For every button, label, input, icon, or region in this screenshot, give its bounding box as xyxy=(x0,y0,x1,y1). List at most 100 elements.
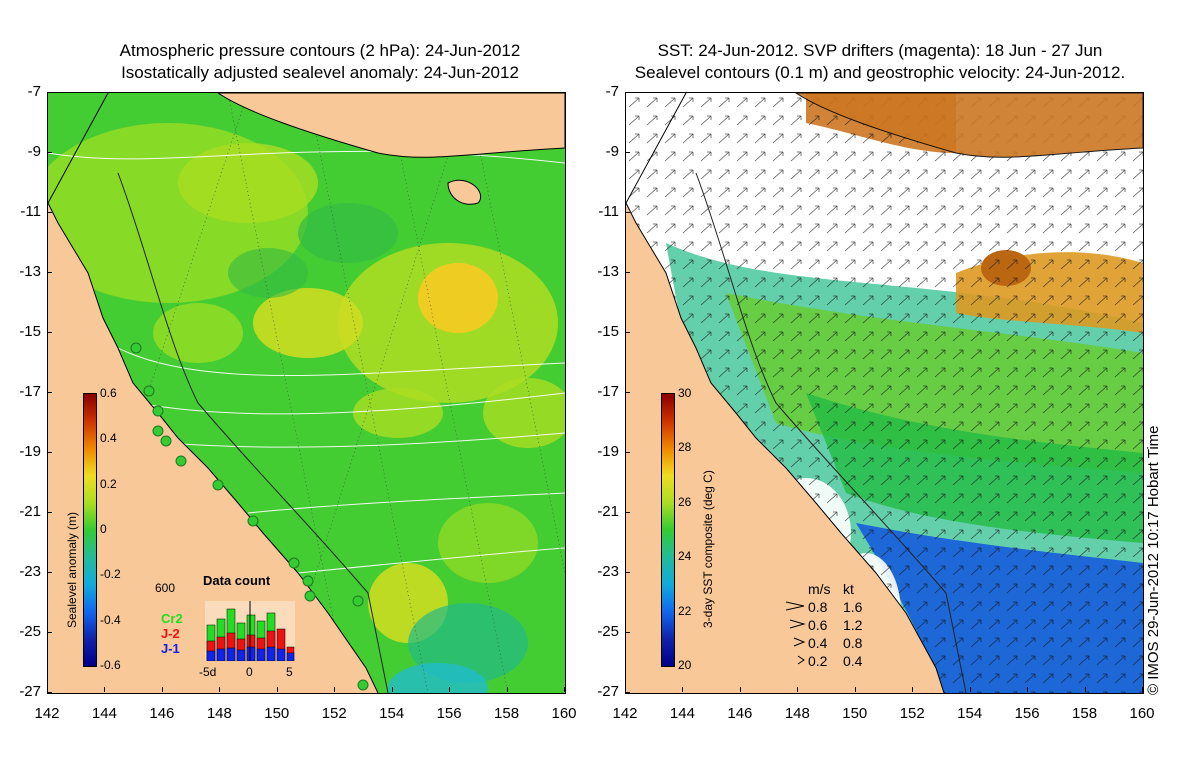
lat-tick-mark xyxy=(47,452,52,453)
left-title-line1: Atmospheric pressure contours (2 hPa): 2… xyxy=(119,41,521,60)
lat-tick-label: -11 xyxy=(598,203,619,220)
sst-colorbar-title: 3-day SST composite (deg C) xyxy=(701,470,715,628)
colorbar-tick-label: 30 xyxy=(678,386,692,400)
lon-tick-mark xyxy=(625,687,626,692)
colorbar-tick-label: 22 xyxy=(678,603,692,618)
lat-tick-label: -9 xyxy=(27,143,41,160)
lat-tick-label: -25 xyxy=(19,623,41,640)
series-label-j1: J-1 xyxy=(161,641,180,656)
lat-tick-mark xyxy=(47,572,52,573)
lat-tick-label: -23 xyxy=(597,563,619,580)
lat-tick-label: -11 xyxy=(20,203,41,220)
lon-tick-label: 142 xyxy=(612,705,638,722)
sealevel-colorbar xyxy=(83,393,97,667)
colorbar-tick-label: 0 xyxy=(100,522,107,536)
lon-tick-mark xyxy=(854,687,856,692)
data-count-title: Data count xyxy=(203,573,271,588)
lon-tick-label: 160 xyxy=(551,705,577,722)
lon-tick-label: 156 xyxy=(1014,705,1040,722)
lat-tick-label: -21 xyxy=(19,503,41,520)
lon-tick-mark xyxy=(219,687,221,692)
lon-tick-mark xyxy=(564,687,565,692)
velocity-row-kt: 0.4 xyxy=(843,653,863,669)
lat-tick-label: -13 xyxy=(597,263,619,280)
velocity-header-kt: kt xyxy=(843,581,854,597)
lon-tick-label: 150 xyxy=(264,705,290,722)
lon-tick-mark xyxy=(334,687,336,692)
lon-tick-label: 146 xyxy=(149,705,175,722)
lat-tick-mark xyxy=(47,332,52,333)
velocity-row-kt: 1.6 xyxy=(843,599,863,615)
lat-tick-label: -9 xyxy=(605,143,619,160)
lat-tick-mark xyxy=(625,512,630,513)
lon-tick-mark xyxy=(969,687,971,692)
lon-tick-label: 158 xyxy=(494,705,520,722)
lon-tick-mark xyxy=(682,687,684,692)
lat-tick-label: -27 xyxy=(19,683,41,700)
lat-tick-mark xyxy=(47,152,52,153)
lon-tick-mark xyxy=(739,687,741,692)
data-count-ymax: 600 xyxy=(155,581,176,595)
lon-tick-mark xyxy=(1084,687,1086,692)
lat-tick-mark xyxy=(625,632,630,633)
velocity-row-ms: 0.8 xyxy=(808,599,828,615)
colorbar-tick-label: 26 xyxy=(678,494,692,509)
colorbar-tick-label: 20 xyxy=(678,658,692,672)
left-map-title: Atmospheric pressure contours (2 hPa): 2… xyxy=(40,40,600,84)
lat-tick-label: -17 xyxy=(597,383,619,400)
lon-tick-mark xyxy=(1027,687,1029,692)
lat-tick-label: -19 xyxy=(19,443,41,460)
lon-tick-label: 146 xyxy=(727,705,753,722)
lon-tick-label: 144 xyxy=(669,705,695,722)
lon-tick-label: 154 xyxy=(957,705,983,722)
lon-tick-label: 160 xyxy=(1129,705,1155,722)
velocity-arrow-icon xyxy=(797,655,805,665)
lat-tick-label: -15 xyxy=(597,323,619,340)
lon-tick-mark xyxy=(1142,687,1143,692)
colorbar-tick-label: -0.6 xyxy=(100,658,121,672)
colorbar-tick-label: -0.4 xyxy=(100,612,121,627)
right-title-line2: Sealevel contours (0.1 m) and geostrophi… xyxy=(634,63,1126,82)
lat-tick-mark xyxy=(625,92,630,93)
lon-tick-mark xyxy=(797,687,799,692)
lon-tick-label: 156 xyxy=(436,705,462,722)
velocity-row-ms: 0.2 xyxy=(808,653,828,669)
lat-tick-mark xyxy=(625,152,630,153)
velocity-row-kt: 0.8 xyxy=(843,635,863,651)
right-title-line1: SST: 24-Jun-2012. SVP drifters (magenta)… xyxy=(657,41,1103,60)
data-count-xtick-end: 5 xyxy=(286,665,293,679)
lat-tick-label: -25 xyxy=(597,623,619,640)
lat-tick-label: -19 xyxy=(597,443,619,460)
right-map-title: SST: 24-Jun-2012. SVP drifters (magenta)… xyxy=(600,40,1160,84)
velocity-arrow-icon xyxy=(789,619,806,629)
lon-tick-mark xyxy=(161,687,163,692)
lat-tick-mark xyxy=(47,632,52,633)
lon-tick-label: 148 xyxy=(784,705,810,722)
velocity-row-ms: 0.4 xyxy=(808,635,828,651)
velocity-row-kt: 1.2 xyxy=(843,617,863,633)
lat-tick-mark xyxy=(47,212,52,213)
velocity-legend: m/s kt 0.8 1.6 0.6 1.2 0.4 0.8 0.2 0.4 xyxy=(786,581,896,671)
lat-tick-mark xyxy=(625,212,630,213)
lat-tick-mark xyxy=(625,572,630,573)
lat-tick-label: -23 xyxy=(19,563,41,580)
lat-tick-label: -27 xyxy=(597,683,619,700)
lat-tick-mark xyxy=(47,272,52,273)
sst-colorbar xyxy=(661,393,675,667)
series-label-j2: J-2 xyxy=(161,626,180,641)
lat-tick-label: -7 xyxy=(27,83,41,100)
lat-tick-label: -13 xyxy=(19,263,41,280)
lon-tick-label: 152 xyxy=(321,705,347,722)
lat-tick-label: -7 xyxy=(605,83,619,100)
sealevel-map-graphic xyxy=(48,93,565,693)
lat-tick-label: -17 xyxy=(19,383,41,400)
series-label-cr2: Cr2 xyxy=(161,611,183,626)
lon-tick-label: 148 xyxy=(206,705,232,722)
lat-tick-mark xyxy=(47,512,52,513)
sst-map-graphic xyxy=(626,93,1143,693)
lon-tick-label: 150 xyxy=(842,705,868,722)
lat-tick-mark xyxy=(625,452,630,453)
lat-tick-mark xyxy=(47,392,52,393)
velocity-header-ms: m/s xyxy=(808,581,831,597)
colorbar-tick-label: 0.4 xyxy=(100,431,117,446)
